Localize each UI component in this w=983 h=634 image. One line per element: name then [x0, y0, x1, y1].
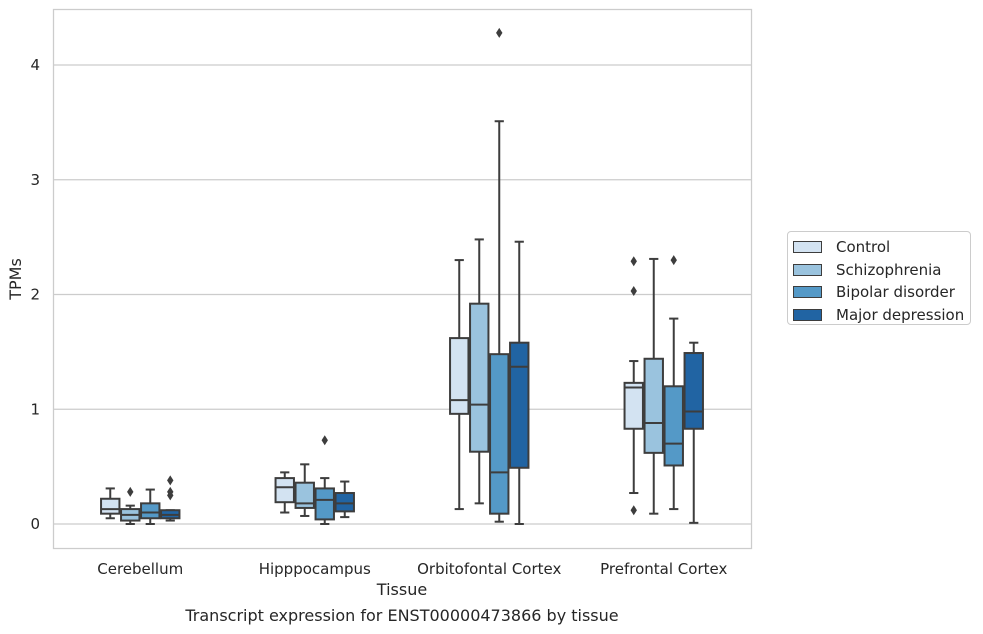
legend-swatch	[793, 308, 822, 321]
box-iqr	[509, 341, 530, 469]
box-iqr	[334, 492, 355, 513]
legend-item: Bipolar disorder	[793, 281, 970, 304]
x-ticks: Cerebellum Hipppocampus Orbitofontal Corte…	[97, 560, 727, 578]
x-tick-label: Prefrontal Cortex	[600, 560, 727, 578]
box-iqr	[140, 502, 161, 520]
box-major-depression	[160, 475, 181, 522]
gridlines	[53, 64, 751, 525]
x-tick-label: Cerebellum	[97, 560, 183, 578]
y-tick-label: 4	[30, 56, 40, 74]
x-tick-label: Hipppocampus	[259, 560, 371, 578]
outlier-point	[630, 505, 637, 516]
legend-item: Schizophrenia	[793, 259, 970, 282]
outlier-point	[127, 486, 134, 497]
x-tick-label: Orbitofontal Cortex	[417, 560, 561, 578]
outlier-point	[167, 486, 174, 497]
y-ticks: 0 1 2 3 4	[30, 56, 40, 533]
outlier-point	[670, 255, 677, 266]
box-bipolar-disorder	[140, 488, 161, 525]
y-tick-label: 3	[30, 171, 40, 189]
outlier-point	[496, 27, 503, 38]
box-schizophrenia	[120, 486, 141, 525]
box-iqr	[314, 487, 335, 521]
y-tick-label: 2	[30, 286, 40, 304]
box-bipolar-disorder	[663, 255, 684, 511]
box-iqr	[663, 385, 684, 467]
legend-swatch	[793, 263, 822, 276]
legend-item: Control	[793, 236, 970, 259]
box-control	[623, 256, 644, 516]
box-iqr	[623, 381, 644, 430]
y-axis-title: TPMs	[6, 258, 25, 301]
box-iqr	[274, 477, 295, 504]
legend-label: Bipolar disorder	[836, 283, 955, 302]
box-iqr	[489, 353, 510, 515]
legend-item: Major depression	[793, 304, 970, 327]
legend-label: Schizophrenia	[836, 260, 942, 279]
y-tick-label: 0	[30, 515, 40, 533]
box-major-depression	[334, 480, 355, 519]
outlier-point	[630, 286, 637, 297]
box-control	[100, 487, 121, 520]
box-iqr	[100, 497, 121, 515]
box-iqr	[643, 357, 664, 454]
box-bipolar-disorder	[314, 435, 335, 525]
outlier-point	[630, 256, 637, 267]
legend: Control Schizophrenia Bipolar disorder Majo…	[787, 231, 971, 325]
legend-swatch	[793, 241, 822, 254]
x-axis-title: Tissue	[376, 580, 427, 599]
y-tick-label: 1	[30, 400, 40, 418]
outlier-point	[321, 435, 328, 446]
box-bipolar-disorder	[489, 27, 510, 523]
box-control	[274, 471, 295, 514]
box-layer	[100, 27, 704, 525]
box-iqr	[683, 352, 704, 430]
legend-label: Control	[836, 238, 891, 257]
box-control	[449, 259, 470, 511]
outlier-point	[167, 475, 174, 486]
box-iqr	[469, 302, 490, 453]
plot-frame	[52, 8, 753, 550]
box-schizophrenia	[469, 238, 490, 505]
legend-swatch	[793, 286, 822, 299]
box-schizophrenia	[643, 257, 664, 515]
box-schizophrenia	[294, 463, 315, 517]
box-iqr	[294, 481, 315, 509]
chart-caption: Transcript expression for ENST0000047386…	[185, 606, 619, 625]
legend-label: Major depression	[836, 305, 965, 324]
box-major-depression	[683, 341, 704, 524]
box-major-depression	[509, 240, 530, 525]
box-iqr	[449, 337, 470, 415]
